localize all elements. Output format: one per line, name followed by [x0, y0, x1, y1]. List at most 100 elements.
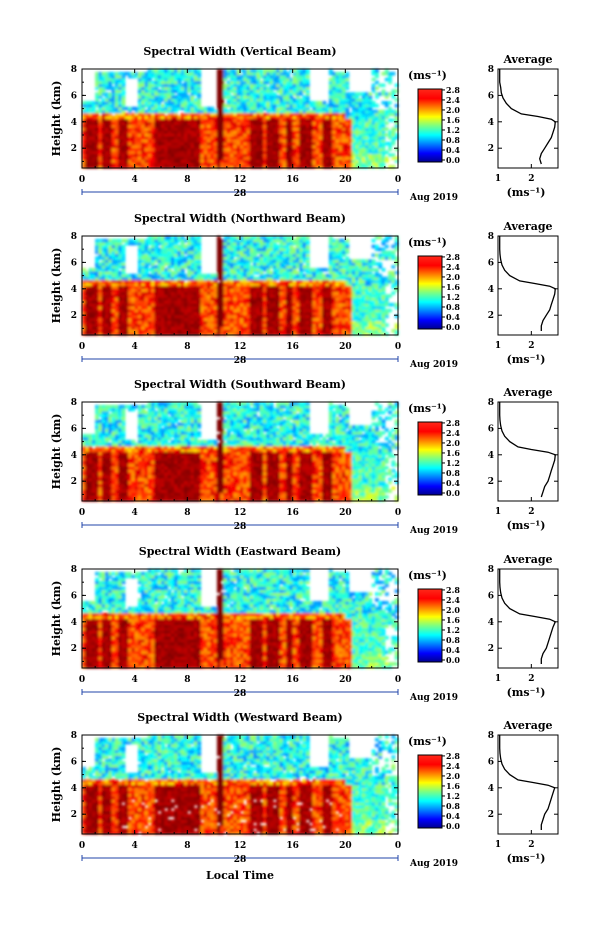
heatmap-cell [118, 101, 123, 105]
heatmap-cell [157, 118, 162, 123]
heatmap-cell [105, 121, 109, 125]
heatmap-cell [154, 165, 159, 169]
heatmap-cell [154, 83, 159, 88]
heatmap-cell [137, 133, 142, 137]
heatmap-cell [82, 130, 86, 134]
heatmap-cell [108, 95, 113, 99]
heatmap-cell [154, 115, 159, 120]
heatmap-cell [85, 162, 90, 166]
heatmap-cell [114, 153, 119, 157]
heatmap-cell [151, 115, 156, 120]
heatmap-cell [161, 141, 165, 146]
heatmap-cell [121, 95, 126, 99]
heatmap-cell [141, 106, 146, 111]
heatmap-cell [141, 150, 146, 155]
heatmap-cell [131, 135, 136, 140]
heatmap-cell [121, 159, 126, 163]
heatmap-cell [108, 124, 113, 128]
heatmap-cell [95, 150, 100, 155]
heatmap-cell [85, 112, 90, 117]
heatmap-cell [121, 112, 126, 117]
heatmap-cell [95, 121, 100, 125]
heatmap-cell [154, 80, 159, 85]
heatmap-cell [82, 121, 86, 125]
heatmap-cell [95, 138, 100, 143]
heatmap-cell [98, 138, 103, 143]
heatmap-cell [82, 156, 86, 160]
heatmap-cell [147, 71, 152, 76]
heatmap-cell [154, 130, 159, 134]
heatmap-cell [111, 135, 116, 140]
heatmap-cell [85, 159, 90, 163]
heatmap-cell [91, 115, 96, 120]
heatmap-cell [157, 144, 162, 149]
heatmap-cell [118, 144, 123, 149]
heatmap-cell [88, 159, 93, 163]
heatmap-cells [82, 69, 399, 169]
heatmap-cell [161, 138, 165, 143]
heatmap-cell [95, 83, 100, 88]
heatmap-cell [151, 165, 156, 169]
heatmap-cell [161, 159, 165, 163]
heatmap-cell [95, 74, 100, 79]
heatmap-cell [147, 74, 152, 79]
heatmap-cell [95, 115, 100, 120]
heatmap-cell [151, 101, 156, 105]
heatmap-cell [98, 89, 103, 93]
heatmap-cell [111, 118, 116, 123]
colorbar-unit: (ms⁻¹) [408, 69, 447, 82]
heatmap-cell [128, 141, 132, 146]
heatmap-cell [134, 138, 139, 143]
profile-y-tick-label: 2 [488, 144, 494, 154]
heatmap-cell [134, 144, 139, 149]
heatmap-cell [105, 109, 109, 114]
heatmap-cell [134, 141, 139, 146]
heatmap-cell [137, 92, 142, 96]
heatmap-cell [91, 159, 96, 163]
heatmap-cell [137, 130, 142, 134]
heatmap-cell [105, 80, 109, 85]
heatmap-cell [131, 156, 136, 160]
heatmap-cell [151, 118, 156, 123]
heatmap-cell [118, 127, 123, 131]
heatmap-cell [88, 115, 93, 120]
heatmap-cell [111, 159, 116, 163]
heatmap-cell [151, 109, 156, 114]
heatmap-cell [157, 92, 162, 96]
heatmap-cell [88, 162, 93, 166]
heatmap-cell [105, 135, 109, 140]
heatmap-cell [98, 109, 103, 114]
heatmap-cell [157, 77, 162, 82]
heatmap-cell [108, 86, 113, 90]
heatmap-cell [124, 121, 129, 125]
heatmap-cell [147, 77, 152, 82]
heatmap-cell [124, 118, 129, 123]
heatmap-cell [131, 112, 136, 117]
heatmap-cell [85, 156, 90, 160]
profile-y-tick-label: 8 [488, 65, 494, 75]
heatmap-cell [157, 124, 162, 128]
heatmap-cell [121, 165, 126, 169]
heatmap-cell [108, 156, 113, 160]
heatmap-cell [101, 118, 106, 123]
heatmap-cell [147, 103, 152, 108]
heatmap-cell [388, 101, 393, 105]
heatmap-cell [157, 127, 162, 131]
heatmap-cell [147, 127, 152, 131]
heatmap-cell [147, 144, 152, 149]
heatmap-cell [114, 156, 119, 160]
y-tick-label: 6 [71, 91, 77, 101]
heatmap-cell [98, 159, 103, 163]
heatmap-cell [105, 71, 109, 76]
heatmap-cell [131, 138, 136, 143]
heatmap-cell [121, 80, 126, 85]
y-tick-label: 2 [71, 144, 77, 154]
heatmap-cell [137, 71, 142, 76]
heatmap-cell [85, 101, 90, 105]
heatmap-cell [147, 133, 152, 137]
heatmap-cell [134, 159, 139, 163]
heatmap-cell [131, 133, 136, 137]
heatmap-cell [82, 135, 86, 140]
heatmap-cell [114, 130, 119, 134]
heatmap-cell [108, 127, 113, 131]
